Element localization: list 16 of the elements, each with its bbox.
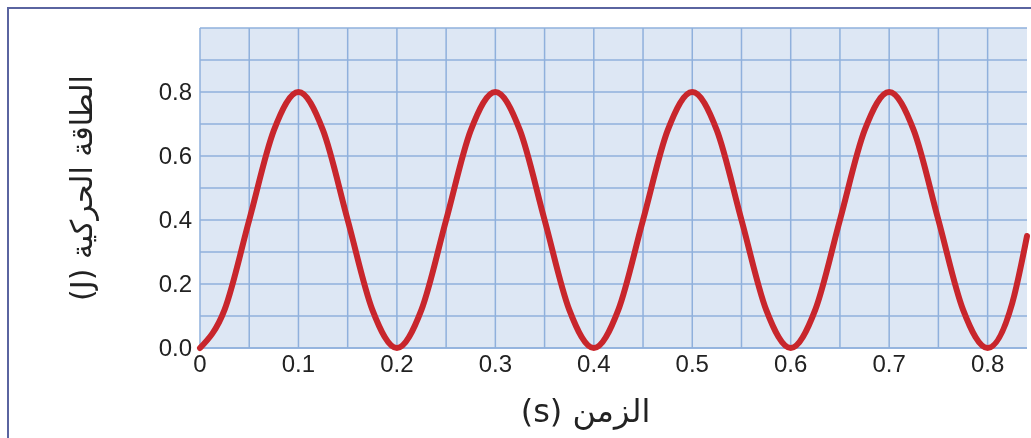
x-tick-label: 0.5	[675, 350, 709, 377]
x-tick-label: 0.8	[970, 350, 1005, 377]
y-tick-label: 0.2	[158, 270, 192, 298]
y-tick-label: 0.8	[158, 78, 192, 106]
y-tick-label: 0.4	[158, 206, 192, 234]
x-tick-label: 0.3	[478, 350, 513, 377]
y-tick-label: 0.0	[158, 334, 192, 362]
x-tick-label: 0.6	[774, 350, 808, 377]
x-tick-label: 0.2	[380, 350, 414, 377]
y-tick-label: 0.6	[158, 142, 192, 170]
x-axis-title: الزمن (s)	[520, 392, 651, 430]
x-tick-label: 0.7	[872, 350, 906, 377]
x-tick-label: 0.4	[577, 350, 611, 377]
y-axis-title: الطاقة الحركية (J)	[64, 75, 99, 301]
x-tick-label: 0.1	[281, 350, 316, 377]
x-tick-label: 0	[193, 350, 207, 377]
